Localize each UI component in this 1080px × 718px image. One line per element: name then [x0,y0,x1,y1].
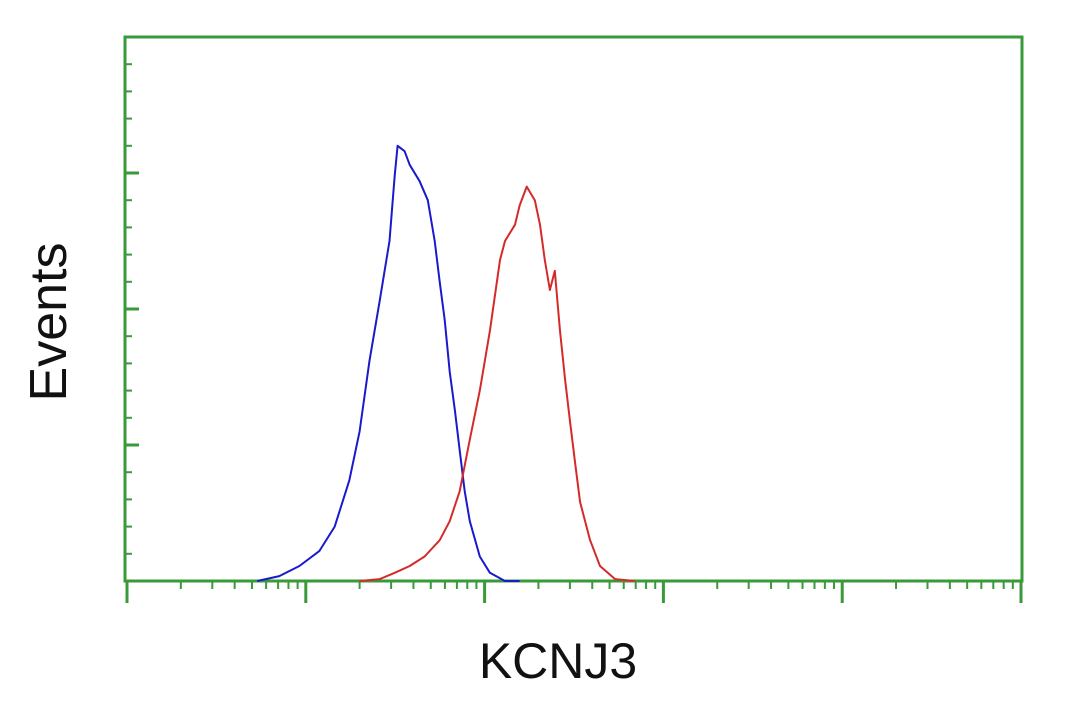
plot-frame [123,35,1024,583]
histogram-line [359,185,636,582]
x-axis-label: KCNJ3 [479,633,637,689]
histogram-line [256,144,520,582]
y-axis-label: Events [20,243,78,402]
